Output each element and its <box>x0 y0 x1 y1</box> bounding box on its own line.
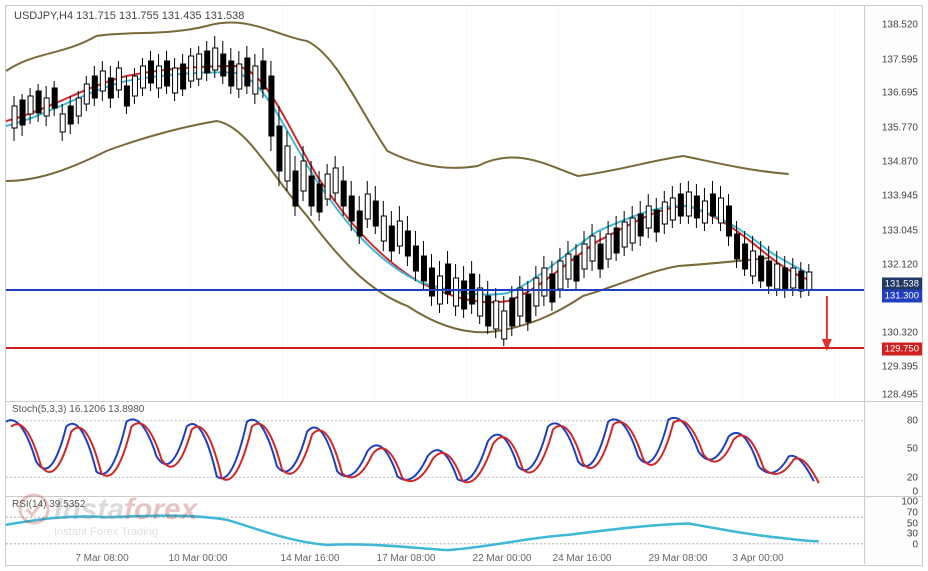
ylabel: 129.395 <box>882 362 918 373</box>
price-plot[interactable] <box>6 6 864 401</box>
price-pane[interactable]: 138.520 137.595 136.695 135.770 134.870 … <box>6 6 922 401</box>
ylabel: 135.770 <box>882 123 918 134</box>
rsi-pane[interactable]: RSI(14) 39.5352 7 Mar 08:00 10 Mar 00:00… <box>6 496 922 564</box>
x-axis: 7 Mar 08:00 10 Mar 00:00 14 Mar 16:00 17… <box>6 549 806 564</box>
stoch-d <box>6 418 814 481</box>
ylabel: 138.520 <box>882 20 918 31</box>
xlabel: 29 Mar 08:00 <box>649 553 708 564</box>
stoch-y-axis: 80 50 20 0 <box>864 402 922 496</box>
chart-title: USDJPY,H4 131.715 131.755 131.435 131.53… <box>14 10 244 22</box>
ylabel: 80 <box>907 416 918 427</box>
stoch-svg <box>6 402 864 496</box>
stoch-pane[interactable]: Stoch(5,3,3) 16.1206 13.8980 80 50 20 0 <box>6 401 922 496</box>
ylabel: 100 <box>901 497 918 508</box>
price-y-axis: 138.520 137.595 136.695 135.770 134.870 … <box>864 6 922 401</box>
ylabel: 20 <box>907 473 918 484</box>
ylabel: 133.045 <box>882 226 918 237</box>
ylabel: 136.695 <box>882 88 918 99</box>
ylabel: 50 <box>907 444 918 455</box>
ylabel: 30 <box>907 529 918 540</box>
stoch-title: Stoch(5,3,3) 16.1206 13.8980 <box>12 404 144 415</box>
xlabel: 22 Mar 00:00 <box>473 553 532 564</box>
xlabel: 14 Mar 16:00 <box>281 553 340 564</box>
bb-upper <box>6 22 789 176</box>
ylabel: 134.870 <box>882 157 918 168</box>
arrow-down-icon <box>822 296 832 351</box>
chart-container: USDJPY,H4 131.715 131.755 131.435 131.53… <box>5 5 923 566</box>
xlabel: 7 Mar 08:00 <box>75 553 128 564</box>
ylabel: 133.945 <box>882 191 918 202</box>
ylabel: 137.595 <box>882 55 918 66</box>
ylabel: 130.320 <box>882 328 918 339</box>
rsi-line <box>6 516 819 550</box>
xlabel: 17 Mar 08:00 <box>377 553 436 564</box>
support-line-1 <box>6 289 864 291</box>
candles <box>12 36 812 346</box>
rsi-y-axis: 100 70 50 30 0 <box>864 497 922 564</box>
support-line-2 <box>6 347 864 349</box>
xlabel: 24 Mar 16:00 <box>553 553 612 564</box>
stoch-plot[interactable] <box>6 402 864 496</box>
ylabel: 0 <box>912 540 918 551</box>
xlabel: 3 Apr 00:00 <box>732 553 783 564</box>
ylabel: 70 <box>907 508 918 519</box>
ylabel: 132.120 <box>882 260 918 271</box>
xlabel: 10 Mar 00:00 <box>169 553 228 564</box>
price-tag-support1: 131.300 <box>882 290 922 303</box>
price-tag-support2: 129.750 <box>882 343 922 356</box>
rsi-plot[interactable]: 7 Mar 08:00 10 Mar 00:00 14 Mar 16:00 17… <box>6 497 864 564</box>
rsi-title: RSI(14) 39.5352 <box>12 499 85 510</box>
price-svg <box>6 6 864 401</box>
ylabel: 128.495 <box>882 390 918 401</box>
